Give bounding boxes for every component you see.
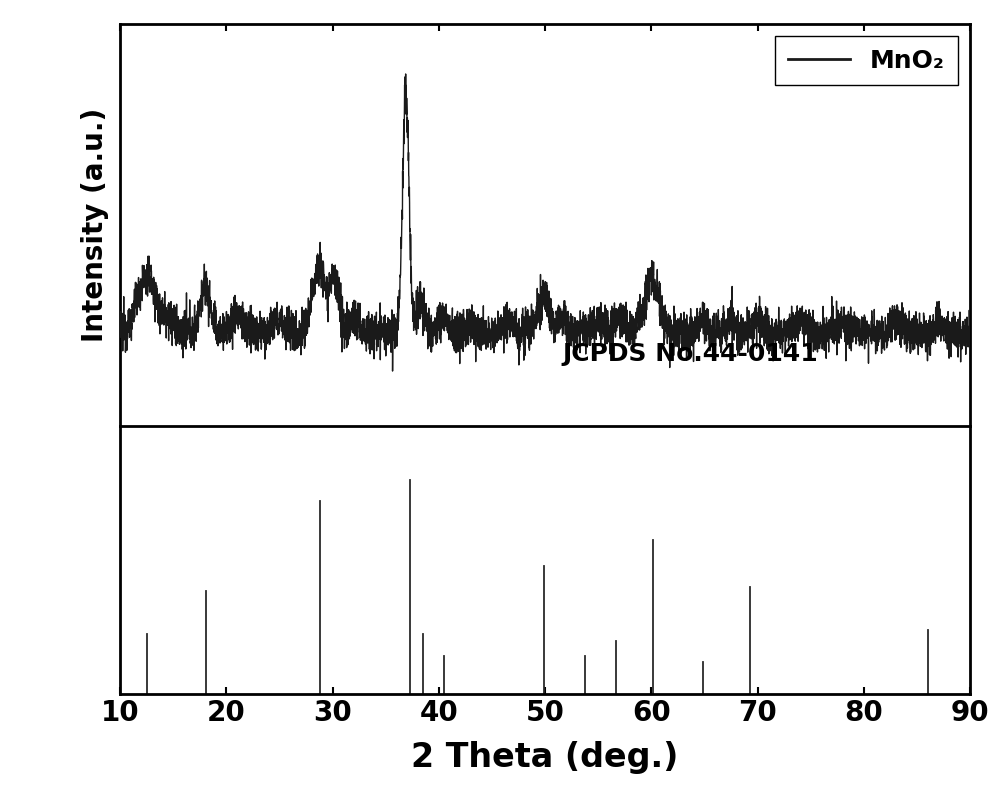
Text: JCPDS No.44-0141: JCPDS No.44-0141 [562,342,818,365]
Legend: MnO₂: MnO₂ [775,36,958,85]
Y-axis label: Intensity (a.u.): Intensity (a.u.) [81,108,109,342]
X-axis label: 2 Theta (deg.): 2 Theta (deg.) [411,741,679,774]
